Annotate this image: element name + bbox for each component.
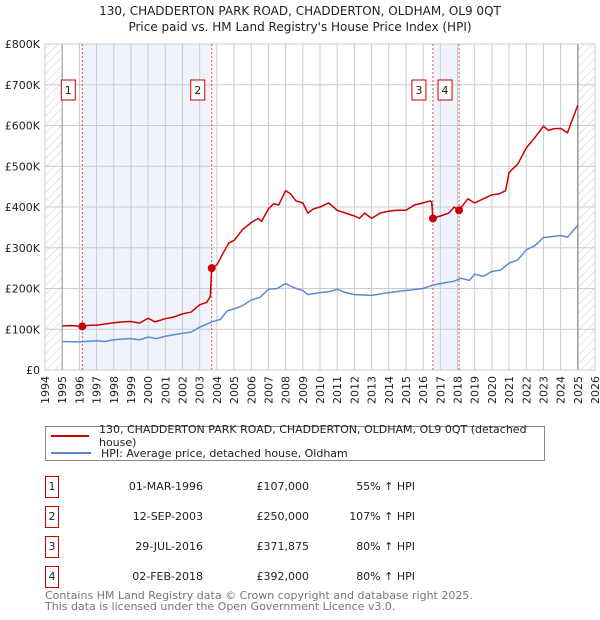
- x-tick-label: 2005: [228, 376, 241, 404]
- y-tick-label: £100K: [5, 323, 41, 336]
- x-tick-label: 2001: [159, 376, 172, 404]
- x-tick-label: 1996: [73, 376, 86, 404]
- sale-hpi-change: 107% ↑ HPI: [349, 510, 415, 523]
- sale-label-box: [190, 79, 206, 101]
- sale-label-box: [60, 79, 76, 101]
- footer-licence: This data is licensed under the Open Gov…: [45, 600, 396, 613]
- sale-point: [428, 214, 437, 223]
- sale-label-box: [437, 79, 453, 101]
- legend-label-hpi: HPI: Average price, detached house, Oldh…: [101, 446, 348, 460]
- legend-swatch-property: [51, 435, 89, 437]
- sale-label: 2: [194, 84, 201, 97]
- sale-label: 1: [65, 84, 72, 97]
- legend-label-property: 130, CHADDERTON PARK ROAD, CHADDERTON, O…: [98, 423, 527, 449]
- sale-point: [207, 264, 216, 273]
- legend-swatch-hpi: [51, 452, 91, 454]
- x-tick-label: 2002: [177, 376, 190, 404]
- y-tick-label: £0: [26, 364, 40, 377]
- x-tick-label: 2021: [503, 376, 516, 404]
- sale-label-box: [411, 79, 427, 101]
- x-tick-label: 2007: [262, 376, 275, 404]
- y-tick-label: £400K: [5, 201, 41, 214]
- sale-hpi-change: 80% ↑ HPI: [356, 570, 415, 583]
- sale-number: 2: [45, 506, 59, 528]
- sale-price: £250,000: [256, 510, 310, 523]
- x-tick-label: 2014: [383, 376, 396, 404]
- x-tick-label: 2015: [400, 376, 413, 404]
- x-tick-label: 1997: [91, 376, 104, 404]
- sale-number: 1: [45, 476, 59, 498]
- sale-point: [455, 206, 464, 215]
- sale-row: 2 12-SEP-2003 £250,000 107% ↑ HPI: [45, 506, 445, 528]
- x-tick-label: 2023: [537, 376, 550, 404]
- x-tick-label: 2000: [142, 376, 155, 404]
- sale-point: [78, 322, 87, 331]
- y-tick-label: £700K: [5, 79, 41, 92]
- x-tick-label: 2009: [297, 376, 310, 404]
- plot-border: [44, 43, 596, 371]
- sale-label: 3: [415, 84, 422, 97]
- sale-label: 4: [442, 84, 449, 97]
- sale-price: £107,000: [256, 480, 310, 493]
- x-tick-label: 2024: [555, 376, 568, 404]
- x-tick-label: 1998: [108, 376, 121, 404]
- sale-date: 29-JUL-2016: [135, 540, 203, 553]
- x-tick-label: 1999: [125, 376, 138, 404]
- x-tick-label: 2026: [589, 376, 600, 404]
- price-chart: 1994 1995 1996 1997 1998 1999 2000 2001 2002 2003…: [5, 38, 600, 404]
- x-tick-label: 2011: [331, 376, 344, 404]
- x-tick-label: 2020: [486, 376, 499, 404]
- legend: 130, CHADDERTON PARK ROAD, CHADDERTON, O…: [45, 423, 545, 461]
- x-tick-label: 2016: [417, 376, 430, 404]
- chart-subtitle: Price paid vs. HM Land Registry's House …: [128, 20, 472, 34]
- x-tick-label: 2017: [434, 376, 447, 404]
- x-tick-label: 1995: [56, 376, 69, 404]
- x-tick-label: 2008: [280, 376, 293, 404]
- x-tick-label: 2012: [348, 376, 361, 404]
- y-tick-label: £600K: [5, 120, 41, 133]
- x-tick-label: 2010: [314, 376, 327, 404]
- sale-date: 02-FEB-2018: [132, 570, 203, 583]
- y-tick-label: £300K: [5, 242, 41, 255]
- chart-title: 130, CHADDERTON PARK ROAD, CHADDERTON, O…: [99, 4, 501, 18]
- sale-row: 4 02-FEB-2018 £392,000 80% ↑ HPI: [45, 566, 445, 588]
- sale-number: 4: [45, 566, 59, 588]
- property-series-line: [62, 104, 579, 328]
- x-tick-label: 2025: [572, 376, 585, 404]
- x-tick-label: 2013: [366, 376, 379, 404]
- sale-hpi-change: 80% ↑ HPI: [356, 540, 415, 553]
- y-tick-label: £800K: [5, 38, 41, 51]
- x-tick-label: 1994: [39, 376, 52, 404]
- sale-date: 01-MAR-1996: [128, 480, 203, 493]
- x-tick-label: 2018: [452, 376, 465, 404]
- sale-price: £371,875: [256, 540, 310, 553]
- x-tick-label: 2022: [520, 376, 533, 404]
- sale-hpi-change: 55% ↑ HPI: [356, 480, 415, 493]
- x-tick-label: 2004: [211, 376, 224, 404]
- y-tick-label: £500K: [5, 160, 41, 173]
- y-tick-label: £200K: [5, 283, 41, 296]
- hpi-series-line: [62, 224, 579, 343]
- x-tick-label: 2003: [194, 376, 207, 404]
- sale-price: £392,000: [256, 570, 310, 583]
- x-tick-label: 2019: [469, 376, 482, 404]
- sale-date: 12-SEP-2003: [132, 510, 203, 523]
- footer-copyright: Contains HM Land Registry data © Crown c…: [45, 589, 473, 602]
- x-tick-label: 2006: [245, 376, 258, 404]
- sale-row: 3 29-JUL-2016 £371,875 80% ↑ HPI: [45, 536, 445, 558]
- sale-number: 3: [45, 536, 59, 558]
- sale-row: 1 01-MAR-1996 £107,000 55% ↑ HPI: [45, 476, 445, 498]
